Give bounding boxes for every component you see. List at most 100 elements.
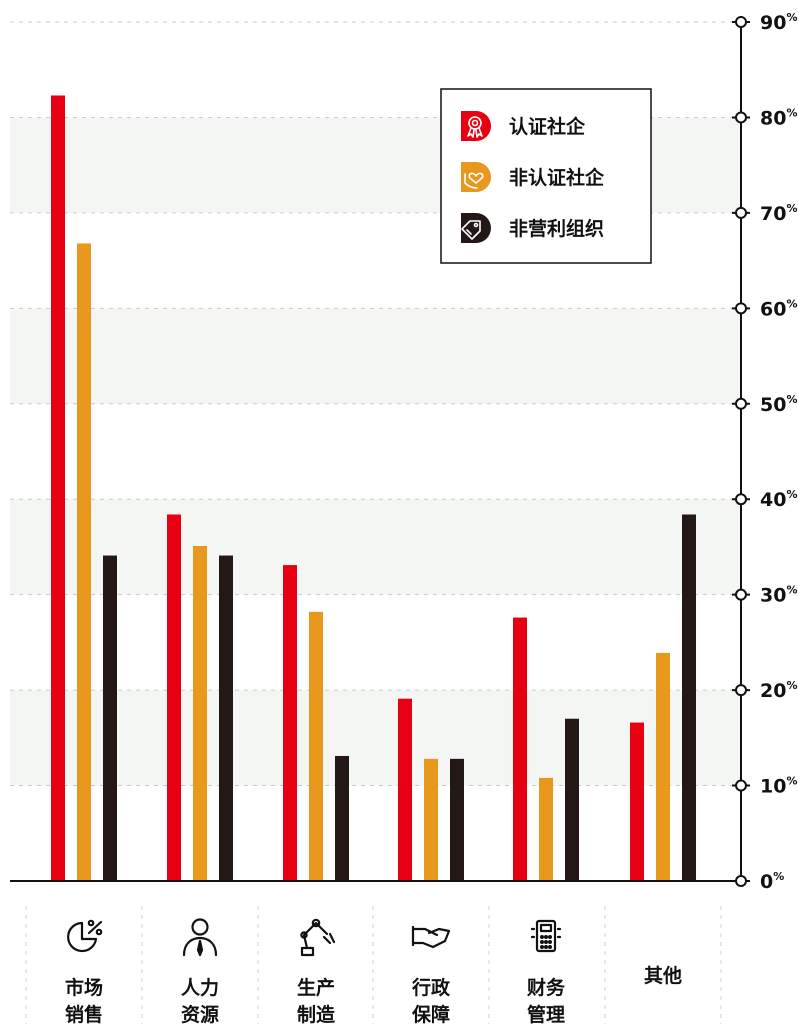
y-tick-number: 30 — [760, 585, 786, 607]
badge-circle — [468, 116, 482, 130]
y-tick-circle — [735, 779, 747, 792]
person-icon — [182, 918, 218, 957]
y-tick-number: 10 — [760, 776, 786, 798]
tag-hole — [473, 222, 479, 228]
bar-2-3 — [309, 611, 323, 881]
y-tick-circle — [735, 16, 747, 28]
legend-label: 非认证社企 — [509, 166, 605, 189]
background-band — [10, 308, 741, 404]
y-tick-unit: % — [786, 584, 797, 597]
bar-1-6 — [630, 722, 644, 881]
y-tick-number: 20 — [760, 680, 786, 702]
category-label: 市场 — [65, 976, 103, 999]
base — [300, 946, 315, 957]
y-tick-unit: % — [786, 11, 797, 24]
category-label: 财务 — [527, 976, 566, 999]
category-label: 制造 — [297, 1003, 336, 1026]
bar-1-4 — [398, 698, 412, 881]
y-tick-unit: % — [786, 775, 797, 788]
head — [191, 918, 209, 936]
bar-1-5 — [513, 617, 527, 881]
gripper — [322, 932, 336, 945]
legend-label: 非营利组织 — [509, 217, 604, 240]
joint — [300, 931, 308, 939]
robot-arm-icon — [300, 918, 336, 957]
tie — [196, 939, 204, 957]
y-tick-label: 80% — [760, 106, 797, 129]
key — [544, 945, 548, 950]
background-band — [10, 785, 741, 881]
category-label: 资源 — [181, 1003, 219, 1026]
category-label: 其他 — [644, 964, 682, 987]
key — [539, 935, 544, 939]
key — [539, 939, 544, 944]
legend-icon-shape — [461, 213, 491, 243]
y-tick-number: 80 — [760, 107, 786, 129]
y-tick-label: 40% — [760, 488, 797, 511]
bar-2-2 — [193, 545, 207, 881]
screen — [539, 923, 553, 933]
handshake-icon — [411, 925, 451, 949]
y-tick-number: 40 — [760, 489, 786, 511]
pie-chart-icon — [67, 919, 103, 953]
shoulders — [182, 936, 218, 957]
y-tick-number: 60 — [760, 298, 786, 320]
category-label: 生产 — [297, 976, 335, 999]
y-tick-circle — [735, 397, 747, 410]
bar-3-3 — [335, 755, 349, 881]
hands — [411, 927, 451, 949]
bar-1-2 — [167, 514, 181, 881]
y-tick-circle — [735, 588, 747, 601]
bar-3-5 — [565, 718, 579, 881]
legend-icon-shape — [461, 162, 491, 192]
y-tick-unit: % — [786, 106, 797, 119]
y-tick-label: 50% — [760, 393, 797, 416]
category-label: 人力 — [181, 976, 219, 999]
y-tick-circle — [735, 493, 747, 506]
bar-2-4 — [424, 758, 438, 881]
percent-dot — [87, 919, 95, 927]
key — [539, 945, 544, 950]
y-tick-label: 60% — [760, 297, 797, 320]
y-tick-circle — [735, 875, 747, 887]
background-band — [10, 690, 741, 786]
category-label: 行政 — [411, 976, 451, 999]
legend-glyph — [464, 172, 484, 189]
calculator-icon — [530, 919, 562, 953]
percent-dot — [95, 928, 103, 936]
arm — [302, 921, 329, 950]
y-tick-label: 20% — [760, 679, 797, 702]
ribbon-badge-icon — [461, 111, 491, 141]
tag-line — [466, 229, 472, 235]
background-band — [10, 403, 741, 500]
key — [547, 945, 552, 950]
pie-shape — [67, 921, 98, 953]
y-tick-unit: % — [786, 393, 797, 406]
y-tick-label: 70% — [760, 202, 797, 225]
bars — [51, 95, 696, 882]
legend-glyph — [467, 116, 483, 138]
y-tick-circle — [735, 206, 747, 219]
bar-2-5 — [539, 777, 553, 881]
bar-3-1 — [103, 555, 117, 881]
tag-shape — [461, 220, 481, 240]
heart-hand-icon — [461, 162, 491, 192]
y-axis: 0%10%20%30%40%50%60%70%80%90% — [732, 11, 797, 893]
key — [544, 935, 548, 939]
key — [547, 939, 552, 944]
legend-label: 认证社企 — [509, 115, 586, 138]
background-band — [10, 594, 741, 691]
ticks — [530, 927, 562, 939]
y-tick-label: 0% — [760, 870, 784, 893]
y-tick-unit: % — [786, 202, 797, 215]
y-tick-unit: % — [786, 297, 797, 310]
category-label: 销售 — [65, 1003, 103, 1026]
ribbons — [467, 127, 483, 138]
bar-3-2 — [219, 555, 233, 881]
category-label: 管理 — [527, 1003, 565, 1026]
y-tick-number: 70 — [760, 203, 786, 225]
